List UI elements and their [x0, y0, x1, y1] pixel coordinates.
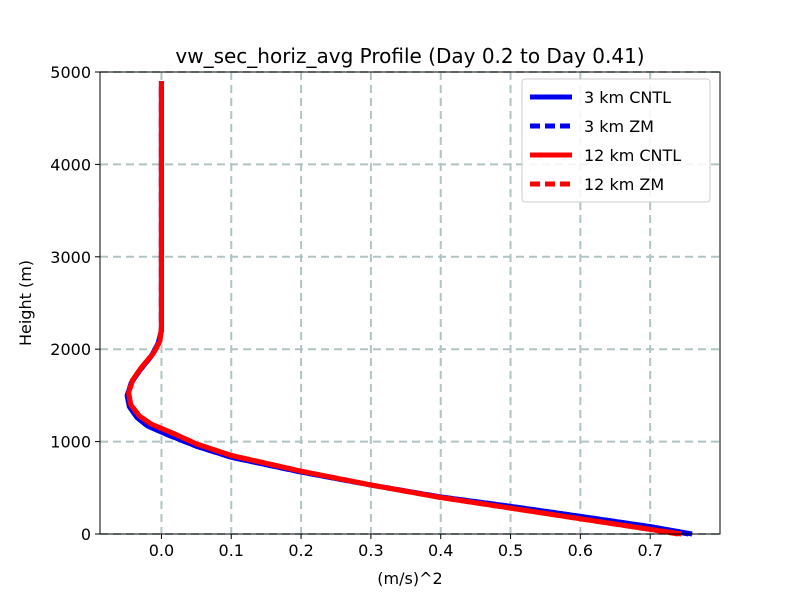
x-tick-label: 0.6	[568, 541, 593, 560]
x-tick-label: 0.3	[358, 541, 383, 560]
plot-frame	[99, 71, 721, 535]
x-axis-label: (m/s)^2	[377, 569, 442, 588]
x-tick-label: 0.2	[288, 541, 313, 560]
legend-box	[521, 78, 711, 203]
legend-label-4: 12 km ZM	[584, 175, 664, 194]
y-tick-label: 1000	[50, 433, 91, 452]
x-tick-label: 0.5	[498, 541, 523, 560]
legend: 3 km CNTL 3 km ZM 12 km CNTL 12 km ZM	[521, 78, 711, 203]
y-tick-label: 4000	[50, 155, 91, 174]
y-axis-label: Height (m)	[16, 260, 35, 346]
x-tick-label: 0.4	[428, 541, 453, 560]
axis-ticks: 0.0 0.1 0.2 0.3 0.4 0.5 0.6 0.7 0 1000 2000 3000 400…	[50, 63, 663, 560]
series-lines	[124, 81, 693, 537]
x-tick-label: 0.1	[219, 541, 244, 560]
x-tick-label: 0.0	[149, 541, 174, 560]
legend-label-3: 12 km CNTL	[584, 146, 681, 165]
legend-label-1: 3 km CNTL	[584, 88, 671, 107]
y-tick-label: 2000	[50, 340, 91, 359]
series-line-4	[126, 81, 679, 537]
y-tick-label: 3000	[50, 248, 91, 267]
y-tick-label: 5000	[50, 63, 91, 82]
legend-label-2: 3 km ZM	[584, 117, 654, 136]
chart-title: vw_sec_horiz_avg Profile (Day 0.2 to Day…	[175, 44, 644, 68]
x-tick-label: 0.7	[637, 541, 662, 560]
y-tick-label: 0	[81, 525, 91, 544]
